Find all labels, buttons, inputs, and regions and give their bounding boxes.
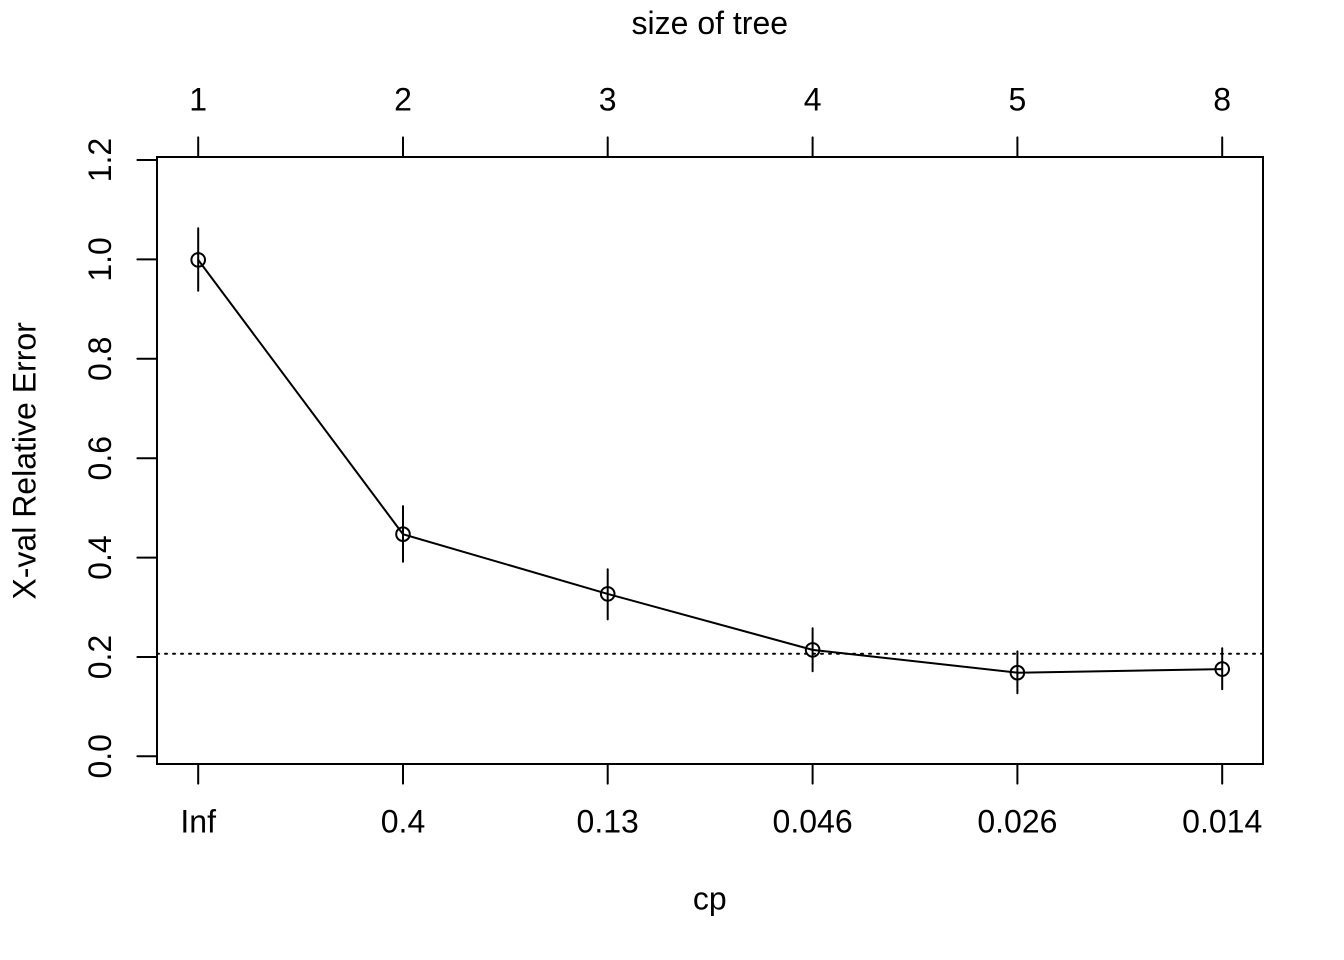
svg-text:0.13: 0.13: [577, 803, 639, 839]
svg-text:Inf: Inf: [180, 803, 216, 839]
svg-text:5: 5: [1009, 82, 1027, 118]
svg-text:0.8: 0.8: [82, 337, 118, 381]
svg-text:0.4: 0.4: [381, 803, 425, 839]
svg-text:1.0: 1.0: [82, 237, 118, 281]
svg-text:1.2: 1.2: [82, 138, 118, 182]
svg-text:X-val Relative Error: X-val Relative Error: [7, 322, 43, 600]
svg-text:0.046: 0.046: [773, 803, 853, 839]
svg-text:0.026: 0.026: [977, 803, 1057, 839]
svg-text:2: 2: [394, 82, 412, 118]
svg-text:cp: cp: [693, 881, 727, 917]
svg-text:4: 4: [804, 82, 822, 118]
svg-text:3: 3: [599, 82, 617, 118]
svg-text:0.6: 0.6: [82, 436, 118, 480]
svg-text:1: 1: [189, 82, 207, 118]
svg-text:0.0: 0.0: [82, 734, 118, 778]
svg-text:8: 8: [1213, 82, 1231, 118]
svg-text:0.014: 0.014: [1182, 803, 1262, 839]
svg-text:0.2: 0.2: [82, 635, 118, 679]
svg-text:0.4: 0.4: [82, 535, 118, 579]
svg-text:size of tree: size of tree: [632, 5, 789, 41]
